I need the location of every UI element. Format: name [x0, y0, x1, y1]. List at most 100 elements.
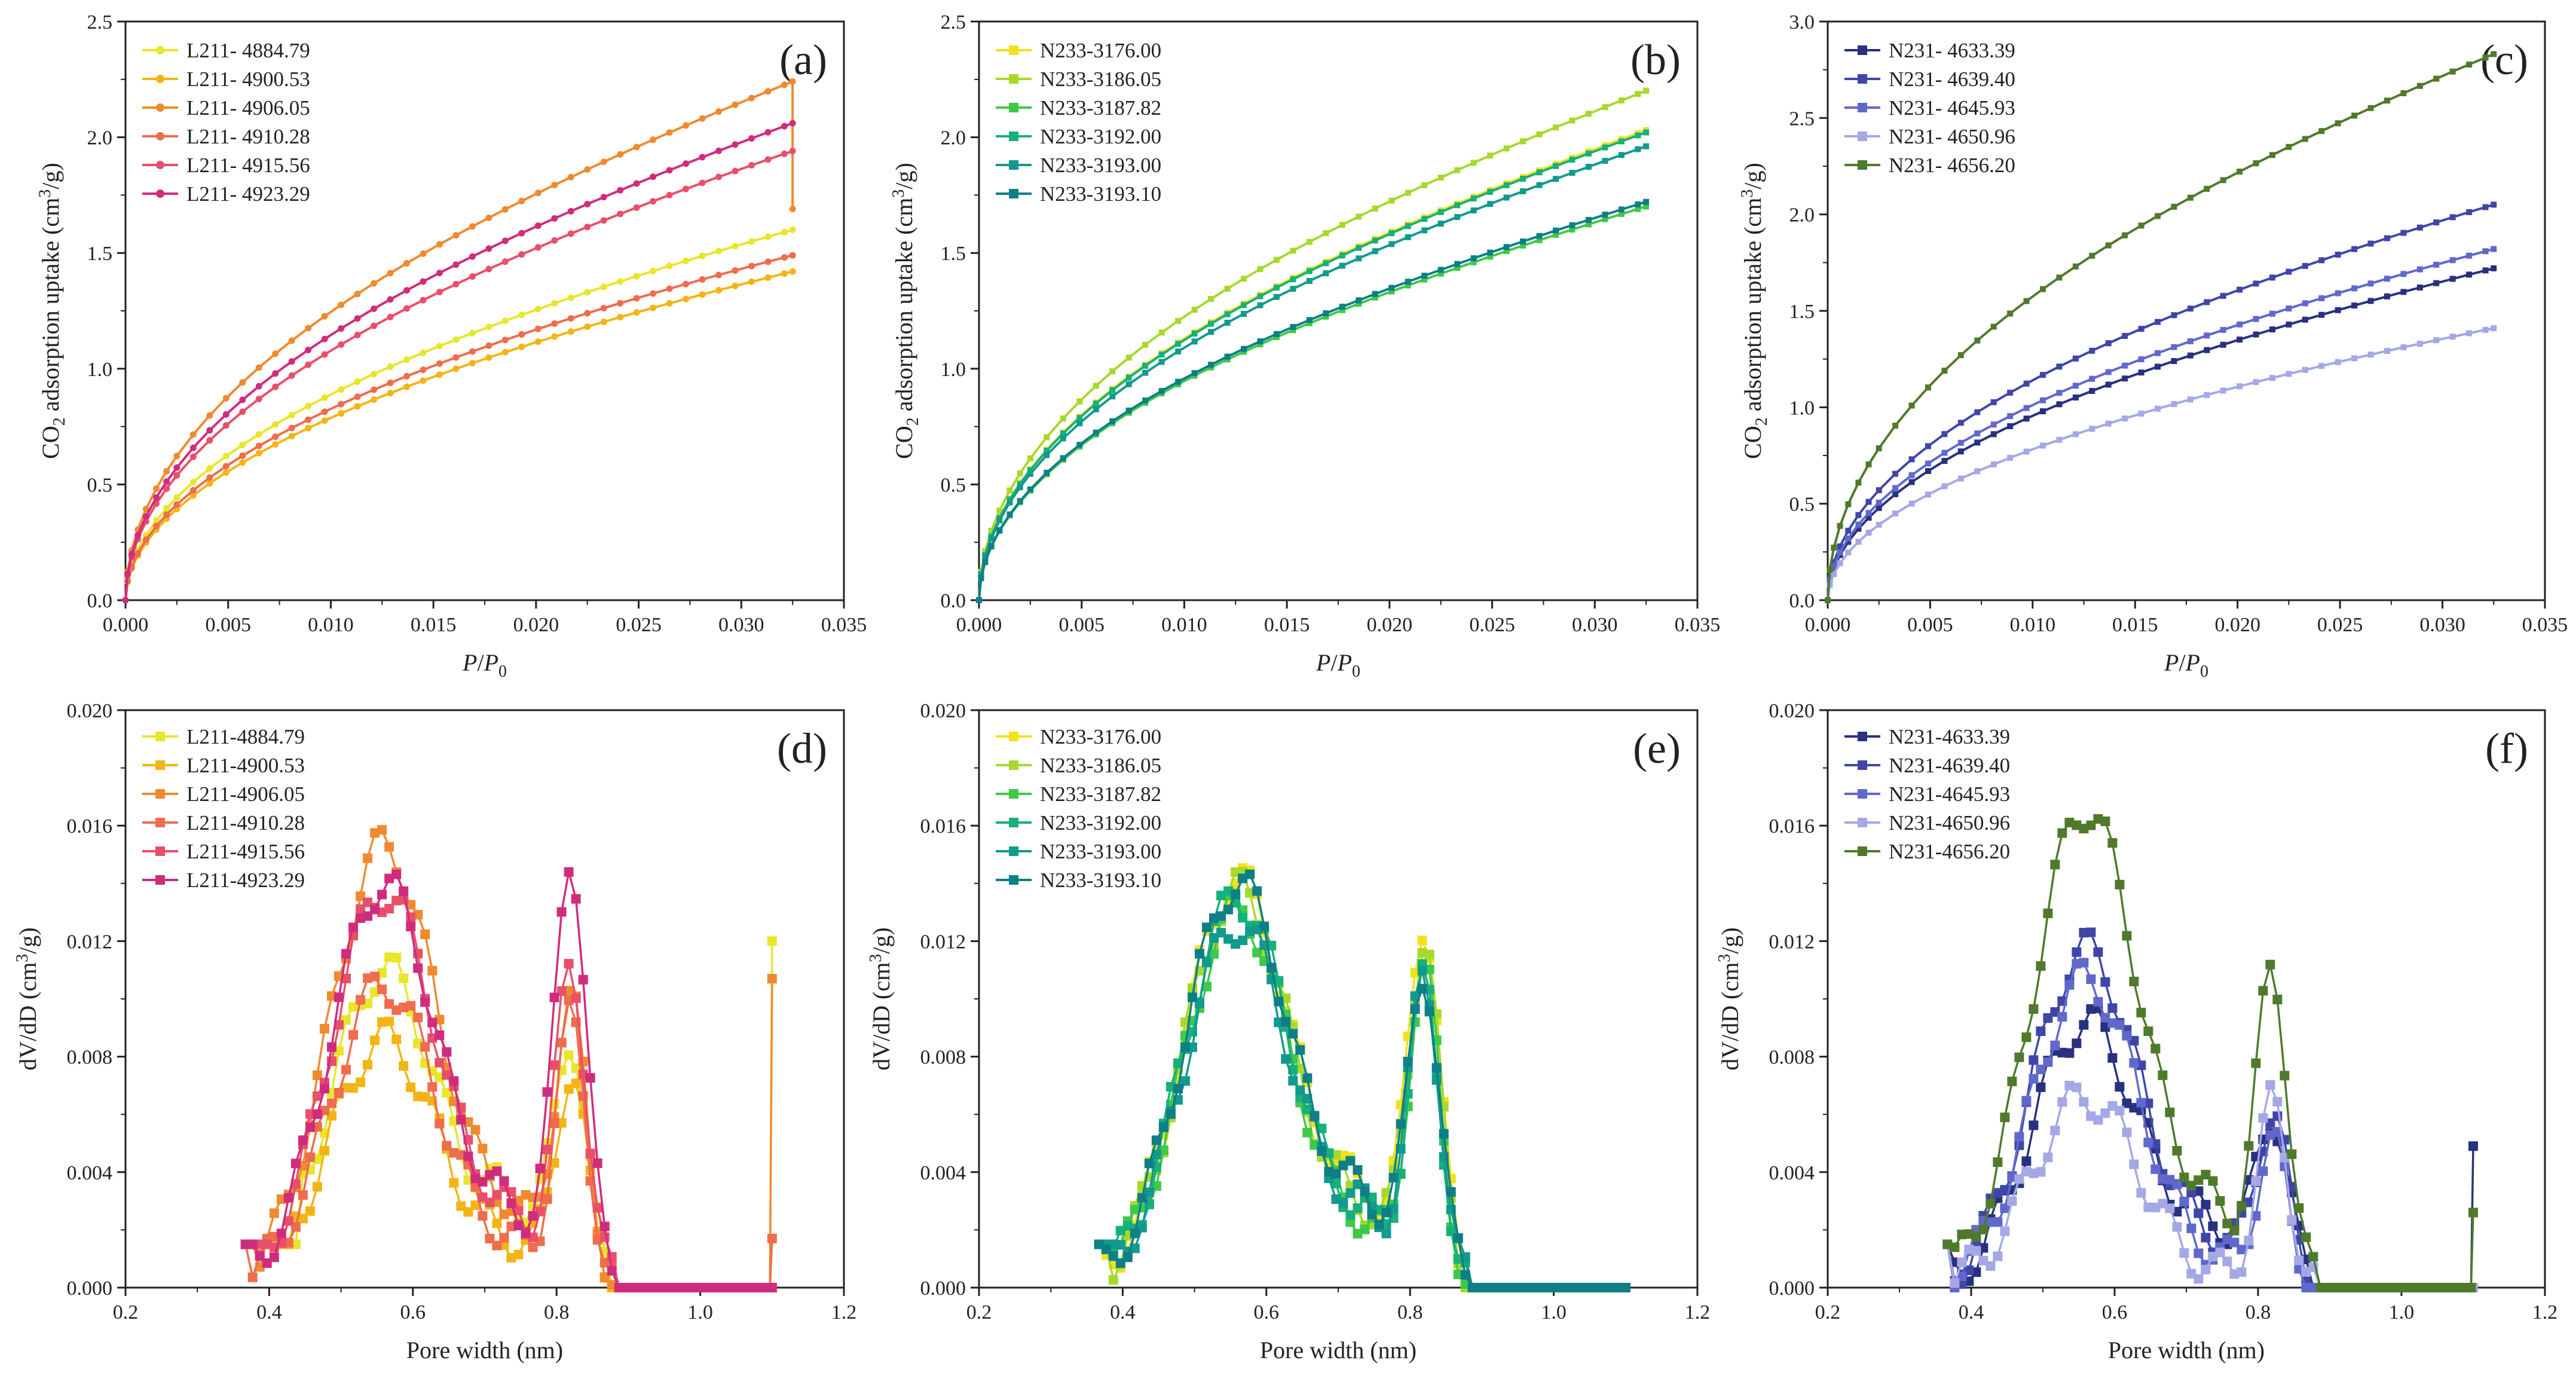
legend: L211- 4884.79 L211- 4900.53 L211- 4906.05 L…: [142, 39, 310, 206]
data-point: [2093, 996, 2103, 1007]
data-point: [592, 1203, 602, 1213]
data-point: [1569, 170, 1575, 176]
data-point: [1602, 104, 1608, 111]
data-point: [1454, 265, 1461, 271]
y-tick-label: 0.000: [67, 1277, 113, 1300]
data-point: [1381, 1188, 1391, 1198]
data-point: [321, 351, 328, 358]
data-point: [567, 315, 574, 322]
data-point: [2384, 348, 2390, 354]
data-point: [2079, 958, 2089, 968]
data-point: [1191, 331, 1198, 337]
y-tick-label: 0.000: [920, 1277, 966, 1300]
data-point: [650, 304, 657, 311]
y-tick-label: 0.000: [1769, 1277, 1815, 1300]
data-point: [715, 247, 723, 255]
data-point: [206, 412, 213, 419]
data-point: [427, 1033, 438, 1043]
legend-swatch-marker: [155, 875, 165, 885]
data-point: [1310, 1111, 1320, 1121]
data-point: [1372, 205, 1378, 212]
data-point: [1093, 383, 1099, 389]
x-tick-label: 0.2: [966, 1301, 992, 1323]
x-tick-label: 1.2: [1685, 1301, 1711, 1323]
data-point: [1224, 285, 1231, 292]
data-point: [2165, 1203, 2175, 1213]
x-tick-label: 0.030: [1572, 614, 1618, 636]
legend-swatch-marker: [1009, 74, 1018, 84]
data-point: [1602, 144, 1608, 151]
data-point: [1957, 1257, 1967, 1267]
data-point: [1950, 1242, 1960, 1252]
data-point: [413, 963, 423, 973]
data-point: [699, 179, 706, 187]
data-point: [666, 285, 673, 292]
data-point: [470, 1173, 481, 1184]
x-tick-label: 1.0: [687, 1301, 713, 1323]
data-point: [2072, 263, 2079, 270]
data-point: [255, 395, 262, 402]
data-point: [173, 472, 180, 479]
data-point: [354, 291, 361, 298]
data-point: [1467, 1283, 1477, 1292]
data-point: [387, 296, 394, 303]
data-point: [1356, 301, 1362, 307]
data-point: [1158, 1122, 1168, 1132]
data-point: [722, 1283, 732, 1292]
data-point: [2416, 266, 2423, 273]
data-point: [420, 366, 427, 374]
data-point: [2335, 120, 2341, 127]
y-tick-label: 1.5: [1789, 301, 1815, 323]
data-point: [2122, 375, 2128, 382]
data-point: [1273, 285, 1280, 291]
data-point: [377, 1017, 387, 1027]
data-point: [584, 323, 591, 331]
data-point: [764, 274, 772, 281]
legend-label: L211- 4906.05: [186, 96, 310, 120]
data-point: [321, 394, 328, 401]
y-tick-label: 0.008: [67, 1047, 113, 1069]
data-point: [1454, 213, 1461, 220]
data-point: [2229, 1225, 2240, 1236]
data-point: [2269, 152, 2275, 158]
series-L211-4923.29: [240, 867, 777, 1292]
data-point: [518, 331, 525, 338]
data-point: [391, 895, 402, 906]
data-point: [1317, 1123, 1327, 1133]
data-point: [2416, 340, 2423, 347]
data-point: [1990, 399, 1997, 405]
data-point: [2079, 1020, 2089, 1030]
data-point: [452, 261, 460, 268]
data-point: [1191, 307, 1198, 313]
data-point: [1950, 1278, 1960, 1288]
data-point: [239, 459, 246, 466]
data-point: [377, 889, 387, 900]
data-point: [1374, 1219, 1384, 1230]
data-point: [1208, 362, 1214, 368]
data-point: [664, 1283, 674, 1292]
data-point: [2023, 415, 2030, 422]
data-point: [2433, 75, 2440, 82]
data-point: [499, 1240, 509, 1250]
data-point: [1252, 924, 1262, 934]
data-point: [650, 1283, 660, 1292]
data-point: [354, 315, 361, 322]
data-point: [789, 120, 796, 127]
data-point: [403, 259, 410, 267]
x-tick-label: 0.020: [1367, 614, 1413, 636]
data-point: [370, 904, 380, 915]
data-point: [748, 238, 755, 245]
data-point: [2193, 1208, 2204, 1218]
data-point: [326, 1111, 336, 1121]
data-point: [2122, 1031, 2132, 1041]
data-point: [2007, 1077, 2017, 1087]
data-point: [2367, 240, 2374, 247]
data-point: [2287, 1182, 2297, 1192]
data-point: [633, 180, 640, 187]
data-point: [2007, 413, 2014, 420]
data-point: [1180, 1076, 1190, 1086]
legend-label: N231- 4656.20: [1889, 154, 2015, 177]
data-point: [1618, 152, 1624, 158]
data-point: [2294, 1255, 2304, 1265]
data-point: [2187, 194, 2193, 201]
